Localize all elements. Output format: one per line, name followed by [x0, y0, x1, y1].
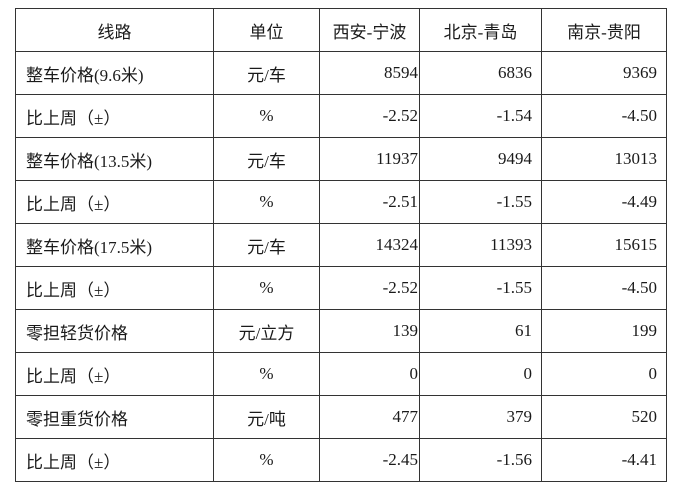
beijing-qingdao-value: -1.56 — [419, 438, 542, 482]
table-row: 零担轻货价格 元/立方 139 61 199 — [15, 309, 667, 353]
table-row: 比上周（±）% -2.51 -1.55 -4.49 — [15, 180, 667, 224]
xian-ningbo-value: -2.45 — [319, 438, 420, 482]
xian-ningbo-value: 139 — [319, 309, 420, 353]
nanjing-guiyang-value: 15615 — [541, 223, 667, 267]
table-row: 比上周（±）% -2.52 -1.54 -4.50 — [15, 94, 667, 138]
table-row: 零担重货价格 元/吨 477 379 520 — [15, 395, 667, 439]
table-row: 整车价格(13.5米) 元/车 11937 9494 13013 — [15, 137, 667, 181]
unit: 元/车 — [213, 223, 320, 267]
unit: % — [213, 352, 320, 396]
nanjing-guiyang-value: -4.41 — [541, 438, 667, 482]
xian-ningbo-value: 11937 — [319, 137, 420, 181]
unit: % — [213, 438, 320, 482]
nanjing-guiyang-value: 199 — [541, 309, 667, 353]
unit: % — [213, 180, 320, 224]
header-unit: 单位 — [213, 8, 320, 52]
nanjing-guiyang-value: -4.50 — [541, 94, 667, 138]
unit: 元/立方 — [213, 309, 320, 353]
xian-ningbo-value: 477 — [319, 395, 420, 439]
beijing-qingdao-value: 61 — [419, 309, 542, 353]
unit: % — [213, 266, 320, 310]
table-row: 比上周（±）% -2.52 -1.55 -4.50 — [15, 266, 667, 310]
row-label: 零担轻货价格 — [15, 309, 214, 353]
row-label: 比上周（±） — [15, 266, 214, 310]
row-label: 零担重货价格 — [15, 395, 214, 439]
header-nanjing-guiyang: 南京-贵阳 — [541, 8, 667, 52]
row-label: 比上周（±） — [15, 94, 214, 138]
nanjing-guiyang-value: 13013 — [541, 137, 667, 181]
header-route: 线路 — [15, 8, 214, 52]
row-label: 比上周（±） — [15, 352, 214, 396]
xian-ningbo-value: 0 — [319, 352, 420, 396]
row-label: 比上周（±） — [15, 180, 214, 224]
nanjing-guiyang-value: -4.50 — [541, 266, 667, 310]
row-label: 比上周（±） — [15, 438, 214, 482]
row-label: 整车价格(17.5米) — [15, 223, 214, 267]
xian-ningbo-value: -2.52 — [319, 266, 420, 310]
row-label: 整车价格(9.6米) — [15, 51, 214, 95]
freight-price-table: 线路 单位 西安-宁波 北京-青岛 南京-贵阳 整车价格(9.6米) 元/车 859… — [15, 8, 667, 482]
unit: 元/吨 — [213, 395, 320, 439]
table-row: 整车价格(17.5米) 元/车 14324 11393 15615 — [15, 223, 667, 267]
header-xian-ningbo: 西安-宁波 — [319, 8, 420, 52]
nanjing-guiyang-value: -4.49 — [541, 180, 667, 224]
beijing-qingdao-value: 9494 — [419, 137, 542, 181]
row-label: 整车价格(13.5米) — [15, 137, 214, 181]
header-row: 线路 单位 西安-宁波 北京-青岛 南京-贵阳 — [15, 8, 667, 52]
nanjing-guiyang-value: 520 — [541, 395, 667, 439]
beijing-qingdao-value: 0 — [419, 352, 542, 396]
xian-ningbo-value: -2.52 — [319, 94, 420, 138]
table-row: 比上周（±）% -2.45 -1.56 -4.41 — [15, 438, 667, 482]
unit: 元/车 — [213, 51, 320, 95]
unit: 元/车 — [213, 137, 320, 181]
table-row: 整车价格(9.6米) 元/车 8594 6836 9369 — [15, 51, 667, 95]
beijing-qingdao-value: 11393 — [419, 223, 542, 267]
beijing-qingdao-value: -1.55 — [419, 180, 542, 224]
beijing-qingdao-value: 6836 — [419, 51, 542, 95]
table-body: 整车价格(9.6米) 元/车 8594 6836 9369 比上周（±）% -2.52 -1.… — [15, 51, 667, 482]
beijing-qingdao-value: 379 — [419, 395, 542, 439]
nanjing-guiyang-value: 0 — [541, 352, 667, 396]
xian-ningbo-value: 14324 — [319, 223, 420, 267]
beijing-qingdao-value: -1.54 — [419, 94, 542, 138]
xian-ningbo-value: 8594 — [319, 51, 420, 95]
header-beijing-qingdao: 北京-青岛 — [419, 8, 542, 52]
xian-ningbo-value: -2.51 — [319, 180, 420, 224]
table-row: 比上周（±）% 0 0 0 — [15, 352, 667, 396]
nanjing-guiyang-value: 9369 — [541, 51, 667, 95]
beijing-qingdao-value: -1.55 — [419, 266, 542, 310]
unit: % — [213, 94, 320, 138]
